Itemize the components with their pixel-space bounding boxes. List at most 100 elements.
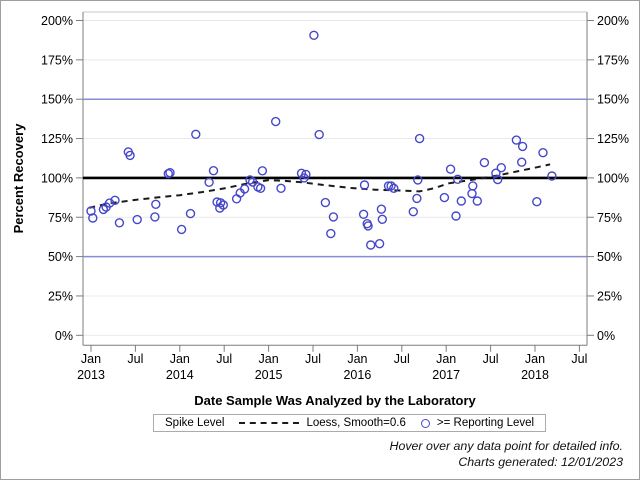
data-point[interactable] [110,195,120,206]
data-point[interactable] [413,175,423,185]
data-point[interactable] [271,116,281,127]
data-point[interactable] [301,169,311,180]
legend-entry-loess: Loess, Smooth=0.6 [239,417,406,429]
data-point[interactable] [376,204,387,214]
y-tick-label: 100% [41,171,73,185]
data-point[interactable] [165,167,175,178]
data-point[interactable] [496,162,506,173]
data-point[interactable] [414,133,425,144]
data-point[interactable] [98,204,109,215]
y2-tick-label: 75% [597,211,622,225]
data-point[interactable] [491,168,501,178]
data-point[interactable] [257,166,268,176]
data-point[interactable] [547,171,557,181]
y2-tick-label: 200% [597,14,629,28]
data-point[interactable] [408,206,418,217]
data-point[interactable] [467,188,477,199]
y-tick-label: 175% [41,53,73,67]
x-axis-title: Date Sample Was Analyzed by the Laborato… [194,393,476,408]
data-point[interactable] [439,192,450,203]
data-point[interactable] [453,174,463,185]
data-point[interactable] [215,198,226,208]
data-point[interactable] [359,180,370,190]
x-tick-label: Jan [525,352,545,366]
x-tick-year-label: 2017 [432,368,460,382]
x-tick-label: Jan [170,352,190,366]
data-point[interactable] [208,165,219,176]
data-point[interactable] [456,196,466,206]
open-circle-icon [420,418,430,428]
x-tick-label: Jan [436,352,456,366]
data-point[interactable] [326,228,336,239]
data-point[interactable] [132,214,142,225]
data-point[interactable] [320,197,331,208]
data-point[interactable] [239,184,250,194]
y2-tick-label: 150% [597,93,629,107]
data-point[interactable] [374,238,385,249]
data-point[interactable] [114,218,125,228]
data-point[interactable] [150,212,160,222]
y2-tick-label: 50% [597,250,622,264]
data-point[interactable] [517,141,528,152]
data-point[interactable] [358,209,369,220]
legend-entry-label: Loess, Smooth=0.6 [306,417,406,429]
data-point[interactable] [363,221,373,231]
data-point[interactable] [538,147,548,158]
x-tick-label: Jul [127,352,143,366]
data-point[interactable] [532,196,542,207]
data-point[interactable] [296,168,307,179]
data-point[interactable] [479,157,490,168]
data-point[interactable] [204,177,214,188]
x-tick-label: Jul [571,352,587,366]
data-point[interactable] [511,135,522,145]
data-point[interactable] [125,150,135,161]
data-point[interactable] [383,181,394,191]
data-point[interactable] [191,129,201,140]
data-point[interactable] [176,224,187,235]
x-tick-year-label: 2015 [255,368,283,382]
y-tick-label: 200% [41,14,73,28]
legend-title: Spike Level [165,417,225,429]
chart-legend: Spike Level Loess, Smooth=0.6 >= Reporti… [153,414,547,432]
data-point[interactable] [314,129,324,140]
data-point[interactable] [517,157,527,167]
y2-tick-label: 25% [597,289,622,303]
data-point[interactable] [386,181,396,191]
data-point[interactable] [445,164,456,174]
data-point[interactable] [245,175,255,185]
data-point[interactable] [493,174,503,185]
data-point[interactable] [276,183,286,194]
data-point[interactable] [185,208,196,219]
data-point[interactable] [255,183,266,194]
data-point[interactable] [412,193,422,204]
x-tick-year-label: 2014 [166,368,194,382]
data-point[interactable] [366,240,376,250]
legend-entry-reporting-level: >= Reporting Level [420,417,534,429]
data-point[interactable] [389,183,399,194]
data-point[interactable] [328,212,339,222]
data-point[interactable] [451,211,461,221]
y-tick-label: 75% [48,211,73,225]
data-point[interactable] [468,181,478,191]
data-point[interactable] [104,198,115,208]
y-tick-label: 25% [48,289,73,303]
data-point[interactable] [218,200,229,210]
data-point[interactable] [247,177,258,187]
y2-tick-label: 100% [597,171,629,185]
dashed-line-icon [239,422,300,424]
loess-curve [88,163,551,209]
data-point[interactable] [472,196,482,206]
data-point[interactable] [88,213,98,223]
x-tick-label: Jan [259,352,279,366]
x-tick-label: Jan [81,352,101,366]
chart-footnotes: Hover over any data point for detailed i… [390,439,624,470]
data-point[interactable] [377,214,387,225]
data-point[interactable] [231,194,242,204]
data-point[interactable] [151,199,161,210]
data-point[interactable] [309,30,319,40]
x-tick-year-label: 2013 [77,368,105,382]
y2-tick-label: 175% [597,53,629,67]
footnote-generated-date: Charts generated: 12/01/2023 [458,454,623,469]
